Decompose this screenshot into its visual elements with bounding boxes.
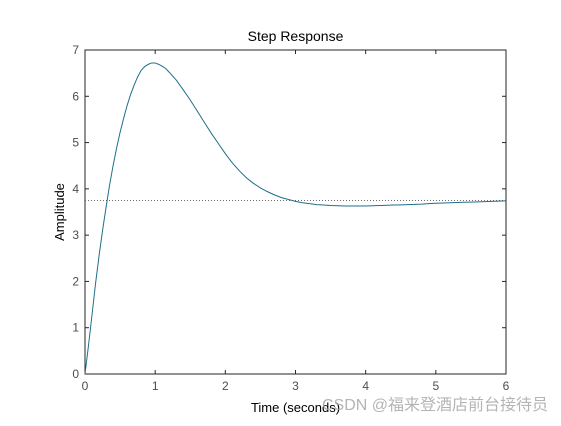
axis-ticks: [84, 49, 507, 375]
x-tick-label: 0: [82, 379, 89, 393]
x-tick-label: 1: [152, 379, 159, 393]
axis-tick-labels: 0 1 2 3 4 5 6 0 1 2 3 4 5 6 7: [72, 43, 509, 393]
x-tick-label: 3: [292, 379, 299, 393]
y-tick-label: 5: [72, 136, 79, 150]
y-tick-label: 7: [72, 43, 79, 57]
y-tick-label: 3: [72, 228, 79, 242]
y-tick-label: 0: [72, 367, 79, 381]
y-tick-label: 2: [72, 274, 79, 288]
x-tick-label: 4: [362, 379, 369, 393]
chart-title: Step Response: [248, 28, 344, 44]
y-tick-label: 1: [72, 321, 79, 335]
y-tick-label: 4: [72, 182, 79, 196]
x-tick-label: 6: [503, 379, 510, 393]
y-axis-label: Amplitude: [52, 183, 67, 241]
axes-box: [84, 49, 507, 375]
series-line: [84, 62, 507, 375]
x-tick-label: 2: [222, 379, 229, 393]
x-axis-label: Time (seconds): [251, 400, 340, 415]
watermark: CSDN @福来登酒店前台接待员: [322, 396, 548, 414]
plot-area: [84, 49, 507, 375]
x-tick-label: 5: [432, 379, 439, 393]
y-tick-label: 6: [72, 89, 79, 103]
